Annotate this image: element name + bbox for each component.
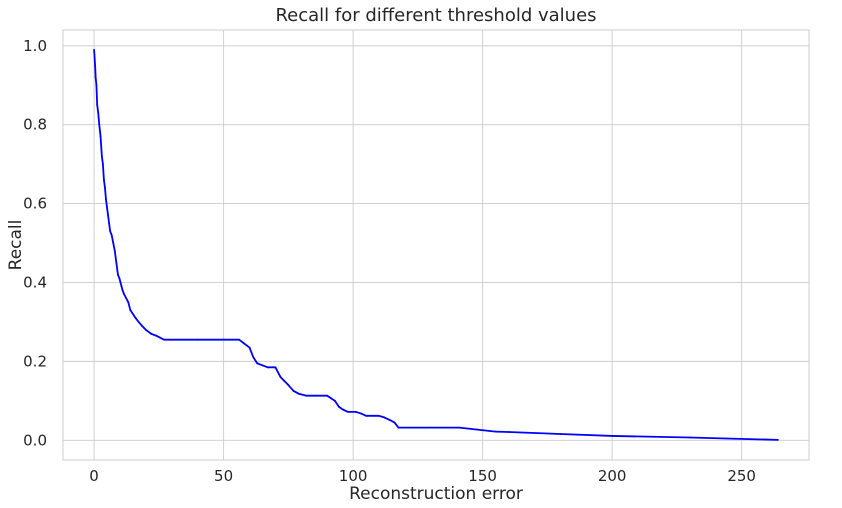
line-segment bbox=[359, 412, 367, 417]
line-segment bbox=[378, 414, 386, 419]
line-segment bbox=[112, 242, 116, 252]
line-segment bbox=[611, 435, 691, 439]
line-segment bbox=[243, 342, 251, 349]
line-segment bbox=[279, 376, 286, 383]
line-segment bbox=[256, 362, 264, 367]
y-tick-label: 1.0 bbox=[23, 37, 47, 55]
line-segment bbox=[97, 111, 101, 126]
line-segment bbox=[326, 394, 336, 402]
line-segment bbox=[113, 250, 118, 264]
line-segment bbox=[94, 76, 98, 87]
plot-frame bbox=[62, 29, 810, 461]
line-segment bbox=[559, 433, 614, 437]
x-tick-label: 50 bbox=[214, 467, 233, 485]
line-segment bbox=[274, 366, 282, 379]
x-tick-label: 250 bbox=[727, 467, 756, 485]
line-segment bbox=[127, 301, 132, 311]
line-segment bbox=[107, 214, 111, 225]
y-tick-label: 0.0 bbox=[23, 431, 47, 449]
line-segment bbox=[106, 206, 109, 217]
line-segment bbox=[283, 380, 290, 386]
line-segment bbox=[383, 416, 391, 421]
line-segment bbox=[108, 222, 112, 233]
line-segment bbox=[334, 399, 340, 408]
line-segment bbox=[101, 163, 105, 181]
line-segment bbox=[144, 328, 152, 335]
series-line bbox=[93, 48, 779, 441]
line-segment bbox=[354, 410, 362, 415]
line-segment bbox=[93, 48, 97, 67]
y-tick-label: 0.8 bbox=[23, 116, 47, 134]
line-segment bbox=[105, 198, 108, 209]
x-tick-label: 150 bbox=[468, 467, 497, 485]
line-segment bbox=[393, 421, 400, 429]
line-segment bbox=[388, 418, 396, 424]
line-segment bbox=[261, 364, 269, 369]
x-gridlines bbox=[93, 30, 743, 460]
line-segment bbox=[458, 426, 479, 431]
line-segment bbox=[95, 84, 99, 106]
x-tick-label: 200 bbox=[598, 467, 627, 485]
line-segment bbox=[341, 408, 349, 413]
y-tick-label: 0.6 bbox=[23, 195, 47, 213]
line-segment bbox=[103, 179, 106, 189]
line-segment bbox=[141, 324, 147, 331]
line-segment bbox=[297, 392, 308, 397]
series-layer bbox=[93, 48, 779, 441]
line-segment bbox=[99, 135, 103, 158]
line-segment bbox=[248, 346, 255, 359]
y-gridlines bbox=[63, 45, 809, 441]
line-segment bbox=[476, 428, 497, 433]
line-segment bbox=[238, 338, 246, 345]
line-segment bbox=[287, 384, 295, 392]
line-segment bbox=[100, 155, 104, 166]
line-segment bbox=[292, 390, 300, 395]
y-axis-label: Recall bbox=[6, 220, 26, 271]
line-segment bbox=[96, 104, 100, 114]
x-tick-label: 100 bbox=[339, 467, 368, 485]
x-axis-label: Reconstruction error bbox=[349, 484, 523, 504]
line-segment bbox=[688, 436, 779, 441]
chart-title: Recall for different threshold values bbox=[275, 5, 596, 26]
x-tick-label: 0 bbox=[89, 467, 99, 485]
line-segment bbox=[150, 332, 158, 337]
line-segment bbox=[104, 186, 107, 201]
line-segment bbox=[115, 261, 119, 276]
y-tick-label: 0.2 bbox=[23, 352, 47, 370]
line-segment bbox=[98, 123, 102, 138]
plot-area bbox=[63, 30, 809, 460]
y-tick-labels: 0.0 0.2 0.4 0.6 0.8 1.0 bbox=[23, 37, 47, 449]
line-segment bbox=[110, 234, 115, 244]
line-segment bbox=[94, 64, 97, 79]
line-segment bbox=[507, 431, 562, 435]
line-segment bbox=[252, 356, 259, 365]
y-tick-label: 0.4 bbox=[23, 273, 47, 291]
x-tick-labels: 0 50 100 150 200 250 bbox=[89, 467, 756, 485]
